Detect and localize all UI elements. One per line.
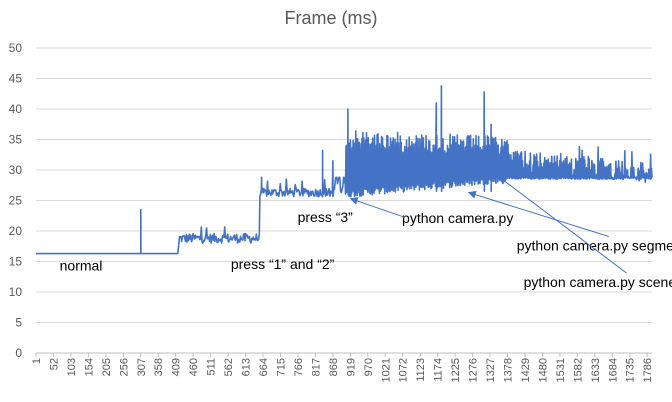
x-axis-ticks: 1 52 103 154 205 256 307 358 409 460 511 562 613 664 7… (31, 353, 654, 382)
x-tick-label: 511 (206, 358, 218, 376)
annotation-label: python camera.py scene (524, 274, 672, 290)
annotation-label: press “1” and “2” (231, 256, 335, 272)
x-tick-label: 103 (66, 358, 78, 376)
y-tick-label: 10 (9, 285, 23, 299)
x-tick-label: 1123 (415, 358, 427, 382)
x-tick-label: 1072 (398, 358, 410, 382)
x-tick-label: 256 (118, 358, 130, 376)
y-tick-label: 0 (15, 346, 22, 360)
x-tick-label: 154 (83, 358, 95, 376)
x-tick-label: 1582 (572, 358, 584, 382)
x-tick-label: 868 (328, 358, 340, 376)
x-tick-label: 664 (258, 358, 270, 376)
y-tick-label: 50 (9, 41, 23, 55)
y-tick-label: 40 (9, 102, 23, 116)
x-tick-label: 1378 (503, 358, 515, 382)
x-tick-label: 1174 (433, 358, 445, 382)
annotations: normal press “1” and “2” press “3” python c… (60, 176, 672, 290)
annotation-arrow (467, 190, 609, 237)
x-tick-label: 1735 (625, 358, 637, 382)
x-tick-label: 1 (31, 358, 43, 364)
annotation-arrow (498, 176, 627, 274)
plot-area (36, 85, 653, 255)
chart-title: Frame (ms) (285, 8, 378, 28)
x-tick-label: 613 (241, 358, 253, 376)
x-tick-label: 1684 (607, 358, 619, 382)
x-tick-label: 1225 (450, 358, 462, 382)
x-tick-label: 1633 (590, 358, 602, 382)
y-tick-label: 25 (9, 194, 23, 208)
x-tick-label: 919 (345, 358, 357, 376)
annotation-label: python camera.py (402, 210, 513, 226)
x-tick-label: 1480 (537, 358, 549, 382)
y-tick-label: 5 (15, 316, 22, 330)
x-tick-label: 817 (310, 358, 322, 376)
x-tick-label: 460 (188, 358, 200, 376)
x-tick-label: 1276 (468, 358, 480, 382)
x-tick-label: 766 (293, 358, 305, 376)
series-line-frame-ms (36, 85, 653, 255)
x-tick-label: 52 (48, 358, 60, 370)
gridlines (36, 47, 652, 354)
y-tick-label: 45 (9, 72, 23, 86)
y-tick-label: 15 (9, 255, 23, 269)
y-axis-ticks: 0 5 10 15 20 25 30 35 40 45 50 (9, 41, 23, 360)
x-tick-label: 715 (275, 358, 287, 376)
x-tick-label: 1786 (642, 358, 654, 382)
x-tick-label: 1531 (555, 358, 567, 382)
x-tick-label: 409 (171, 358, 183, 376)
x-tick-label: 970 (363, 358, 375, 376)
x-tick-label: 562 (223, 358, 235, 376)
y-tick-label: 35 (9, 133, 23, 147)
y-tick-label: 20 (9, 224, 23, 238)
x-tick-label: 1021 (380, 358, 392, 382)
annotation-label: python camera.py segmentation (517, 238, 672, 254)
annotation-arrow (349, 197, 405, 218)
annotation-label: normal (60, 258, 103, 274)
x-tick-label: 358 (153, 358, 165, 376)
x-tick-label: 205 (101, 358, 113, 376)
x-tick-label: 1327 (485, 358, 497, 382)
x-tick-label: 307 (136, 358, 148, 376)
annotation-label: press “3” (298, 209, 354, 225)
y-tick-label: 30 (9, 163, 23, 177)
x-tick-label: 1429 (520, 358, 532, 382)
